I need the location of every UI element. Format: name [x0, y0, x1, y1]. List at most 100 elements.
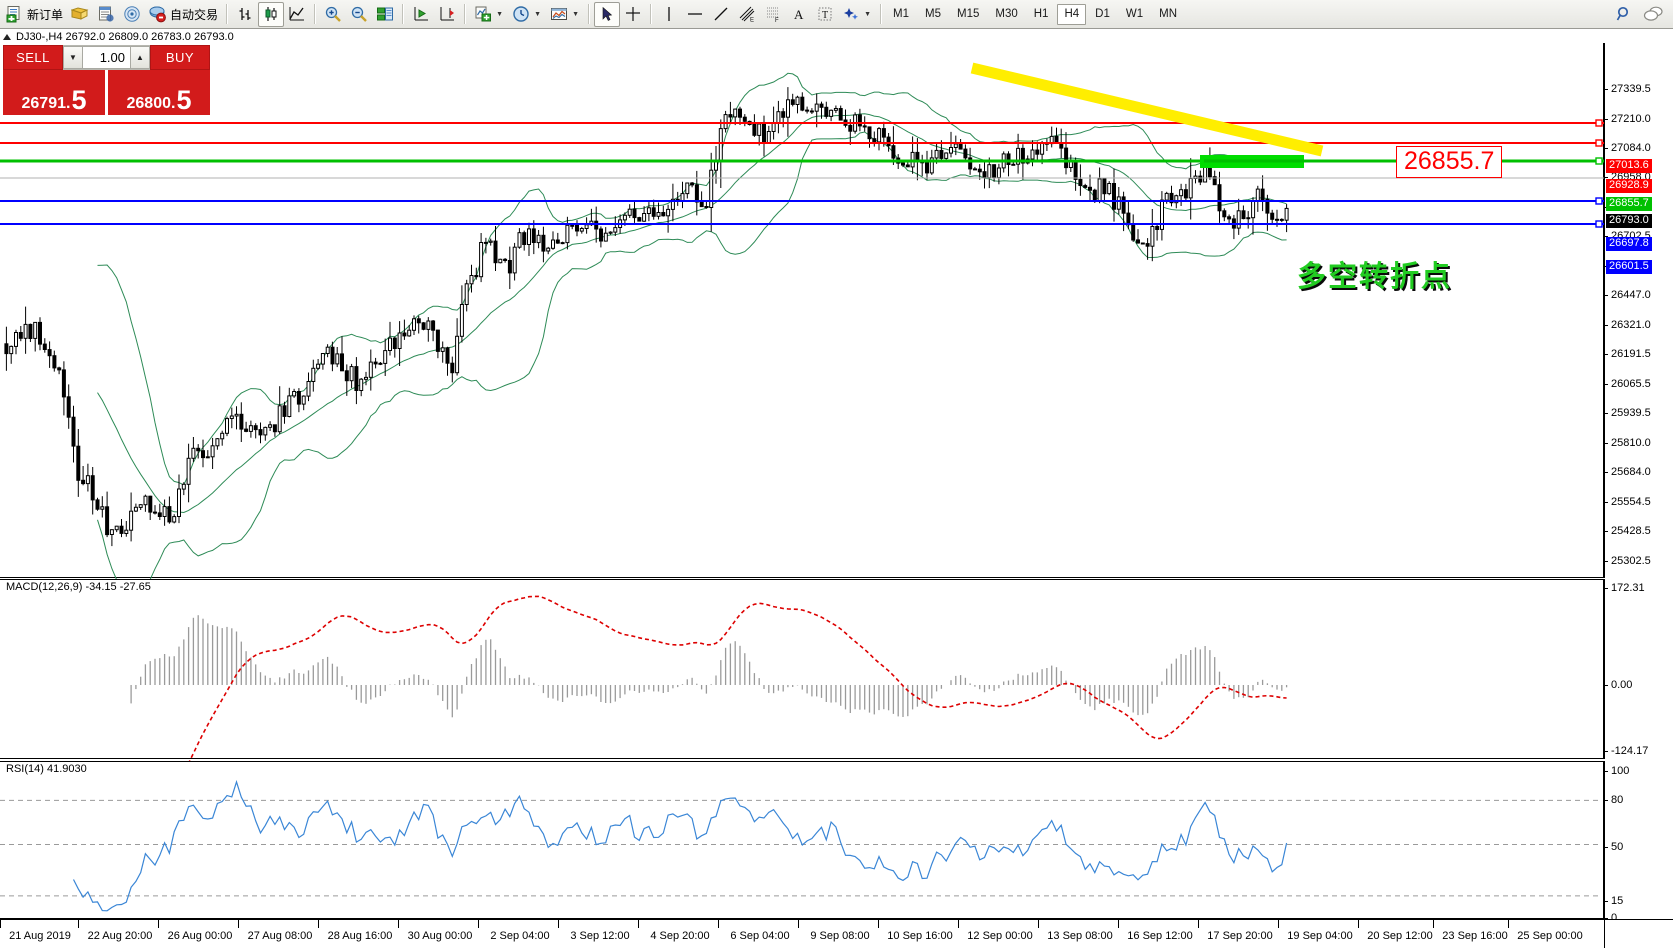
time-axis-label: 6 Sep 04:00 [730, 930, 790, 942]
time-axis-tick [1038, 920, 1039, 928]
autotrading-button[interactable]: 自动交易 [145, 2, 222, 27]
search-icon[interactable] [1615, 5, 1633, 23]
one-click-trading-panel[interactable]: SELL ▼ 1.00 ▲ BUY 26791 . 5 26800 . 5 [3, 45, 210, 115]
clock-icon [512, 5, 530, 23]
buy-price-box[interactable]: 26800 . 5 [108, 70, 210, 115]
level-handle[interactable] [1595, 197, 1603, 205]
navigator-button[interactable] [119, 2, 145, 27]
timeframe-m5[interactable]: M5 [925, 8, 941, 20]
bollinger-band-middle [97, 113, 1287, 514]
price-chart-pane[interactable] [0, 43, 1604, 597]
collapse-triangle-icon[interactable] [3, 33, 11, 40]
zoom-in-button[interactable] [320, 2, 346, 27]
crosshair-button[interactable] [620, 2, 646, 27]
time-axis-tick [798, 920, 799, 928]
timeframe-w1[interactable]: W1 [1125, 8, 1144, 20]
chevron-down-icon[interactable]: ▼ [572, 10, 579, 18]
buy-button[interactable]: BUY [150, 45, 210, 70]
templates-button[interactable]: ▼ [546, 2, 584, 27]
volume-control[interactable]: ▼ 1.00 ▲ [63, 45, 150, 70]
horizontal-line-button[interactable] [682, 2, 708, 27]
zoom-in-icon [324, 5, 342, 23]
time-axis-tick [1508, 920, 1509, 928]
autotrading-label: 自动交易 [170, 7, 219, 22]
timeframe-m1[interactable]: M1 [893, 8, 910, 20]
price-callout-label: 26855.7 [1396, 146, 1503, 179]
text-button[interactable]: A [786, 2, 812, 27]
text-label-button[interactable]: T [812, 2, 838, 27]
folder-button[interactable] [67, 2, 93, 27]
indicators-button[interactable]: ▼ [470, 2, 508, 27]
macd-pane[interactable]: MACD(12,26,9) -34.15 -27.65 [0, 579, 1604, 813]
zoom-out-button[interactable] [346, 2, 372, 27]
chevron-down-icon[interactable]: ▼ [534, 10, 541, 18]
sell-button[interactable]: SELL [3, 45, 63, 70]
data-window-button[interactable] [93, 2, 119, 27]
line-chart-button[interactable] [284, 2, 310, 27]
candlestick-series [4, 87, 1289, 547]
time-axis-tick [958, 920, 959, 928]
volume-decrease-button[interactable]: ▼ [63, 46, 83, 69]
chevron-down-icon[interactable]: ▼ [864, 10, 871, 18]
time-axis-tick [398, 920, 399, 928]
level-handle[interactable] [1595, 119, 1603, 127]
downtrend-line[interactable] [970, 62, 1324, 157]
price-quotes-row: 26791 . 5 26800 . 5 [3, 70, 210, 115]
timeframe-m15[interactable]: M15 [957, 8, 980, 20]
macd-label: MACD(12,26,9) -34.15 -27.65 [4, 581, 153, 593]
volume-increase-button[interactable]: ▲ [130, 46, 150, 69]
timeframe-mn[interactable]: MN [1159, 8, 1177, 20]
timeframe-d1[interactable]: D1 [1095, 8, 1110, 20]
chat-icon[interactable] [1643, 5, 1665, 23]
bar-chart-icon [236, 5, 254, 23]
time-axis-label: 12 Sep 00:00 [967, 930, 1033, 942]
fibonacci-button[interactable]: F [760, 2, 786, 27]
shift-end-button[interactable] [408, 2, 434, 27]
buy-price-integer: 26800 [126, 95, 172, 112]
chevron-down-icon[interactable]: ▼ [496, 10, 503, 18]
time-axis-tick [718, 920, 719, 928]
time-axis-tick [1198, 920, 1199, 928]
volume-input[interactable]: 1.00 [83, 46, 130, 69]
time-axis[interactable]: 21 Aug 2019 22 Aug 20:00 26 Aug 00:00 27 Au… [0, 919, 1604, 948]
sell-price-box[interactable]: 26791 . 5 [3, 70, 105, 115]
tile-windows-button[interactable] [372, 2, 398, 27]
cursor-icon [598, 5, 616, 23]
timeframe-h1[interactable]: H1 [1033, 8, 1049, 20]
bar-chart-button[interactable] [232, 2, 258, 27]
macd-axis[interactable]: 172.31 0.00 -124.17 [1604, 579, 1673, 759]
price-axis-tick: 25554.5 [1605, 496, 1651, 508]
price-axis-tick: 27339.5 [1605, 83, 1651, 95]
trendline-button[interactable] [708, 2, 734, 27]
axis-corner [1604, 919, 1673, 948]
price-level-tag: 27013.6 [1606, 159, 1652, 173]
time-axis-tick [78, 920, 79, 928]
time-axis-label: 25 Sep 00:00 [1517, 930, 1583, 942]
level-handle[interactable] [1595, 139, 1603, 147]
timeframe-h4[interactable]: H4 [1057, 3, 1087, 25]
time-axis-label: 9 Sep 08:00 [810, 930, 870, 942]
symbol-info-bar: DJ30-,H4 26792.0 26809.0 26783.0 26793.0 [0, 30, 1673, 43]
period-button[interactable]: ▼ [508, 2, 546, 27]
equidistant-channel-button[interactable]: E [734, 2, 760, 27]
time-axis-label: 4 Sep 20:00 [650, 930, 710, 942]
candlestick-chart-button[interactable] [258, 1, 285, 27]
vertical-line-button[interactable] [656, 2, 682, 27]
level-handle[interactable] [1595, 220, 1603, 228]
shapes-icon [842, 5, 860, 23]
cursor-button[interactable] [594, 1, 621, 27]
time-axis-tick [1433, 920, 1434, 928]
toolbar-right-group [1615, 5, 1673, 23]
autoscroll-button[interactable] [434, 2, 460, 27]
navigator-icon [123, 5, 141, 23]
shapes-button[interactable]: ▼ [838, 2, 876, 27]
indicators-icon [474, 5, 492, 23]
rsi-pane[interactable]: RSI(14) 41.9030 [0, 761, 1604, 919]
level-handle[interactable] [1595, 157, 1603, 165]
rsi-axis[interactable]: 100 80 50 15 0 [1604, 761, 1673, 924]
new-order-button[interactable]: 新订单 [2, 2, 67, 27]
timeframe-m30[interactable]: M30 [995, 8, 1018, 20]
line-chart-icon [288, 5, 306, 23]
buy-price-separator: . [171, 95, 176, 112]
price-axis[interactable]: 27339.527210.027084.026958.026828.526702… [1604, 43, 1673, 578]
